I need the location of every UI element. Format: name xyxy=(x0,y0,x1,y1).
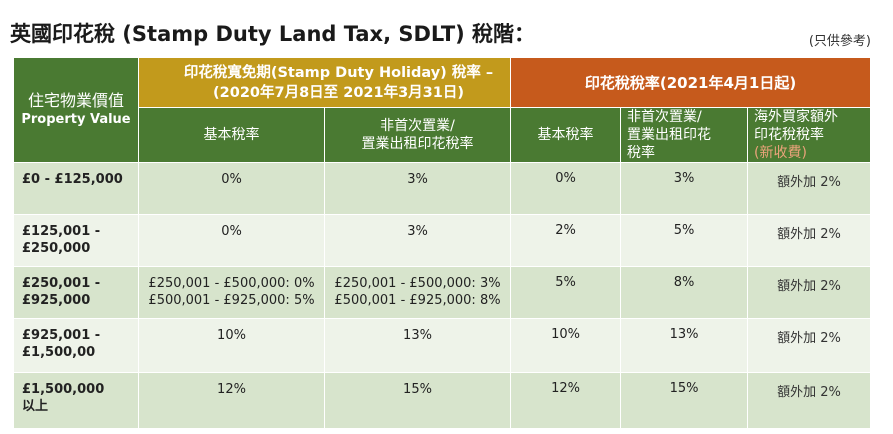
header-overseas-l1: 海外買家額外 xyxy=(754,109,839,125)
header-stamp-duty-holiday: 印花稅寬免期(Stamp Duty Holiday) 稅率 – (2020年7月… xyxy=(139,58,512,108)
header-holiday-non-first-l1: 非首次置業/ xyxy=(380,118,455,134)
cell-property-value: £925,001 - £1,500,00 xyxy=(14,319,139,373)
table-row: £125,001 - £250,000 0% 3% 2% 5% 額外加 2% xyxy=(14,215,871,267)
cell-holiday-basic-rate: 10% xyxy=(139,319,325,373)
cell-new-non-first-rate: 8% xyxy=(621,267,749,319)
cell-new-non-first-rate: 5% xyxy=(621,215,749,267)
cell-holiday-non-first-rate: 15% xyxy=(325,373,512,429)
property-value-text: £925,000 xyxy=(22,293,91,308)
cell-holiday-basic-rate: 0% xyxy=(139,215,325,267)
header-property-value-zh: 住宅物業價值 xyxy=(27,91,124,110)
cell-overseas-surcharge: 額外加 2% xyxy=(748,267,871,319)
new-non-first-rate-text: 15% xyxy=(669,381,699,396)
header-holiday-non-first-rate: 非首次置業/ 置業出租印花稅率 xyxy=(325,108,512,163)
cell-new-basic-rate: 0% xyxy=(511,163,622,215)
holiday-basic-rate-text: 0% xyxy=(221,172,242,187)
sdlt-rates-table: 住宅物業價值 Property Value 印花稅寬免期(Stamp Duty … xyxy=(14,58,871,429)
property-value-text: £250,001 - xyxy=(22,276,101,291)
new-non-first-rate-text: 3% xyxy=(673,171,695,186)
header-new-non-first-rate: 非首次置業/ 置業出租印花 稅率 xyxy=(621,108,749,163)
new-basic-rate-text: 5% xyxy=(555,275,576,290)
holiday-basic-rate-text: 0% xyxy=(221,224,242,239)
header-overseas-l2: 印花稅稅率 xyxy=(754,127,825,143)
holiday-non-first-rate-text: 3% xyxy=(407,172,428,187)
cell-property-value: £0 - £125,000 xyxy=(14,163,139,215)
table-row: £925,001 - £1,500,00 10% 13% 10% 13% 額外加 2% xyxy=(14,319,871,373)
holiday-basic-rate-text: 10% xyxy=(217,328,246,343)
header-holiday-line1: 印花稅寬免期(Stamp Duty Holiday) 稅率 – xyxy=(183,64,494,81)
holiday-non-first-rate-text: 15% xyxy=(403,382,432,397)
disclaimer-note: (只供參考) xyxy=(808,34,871,49)
cell-new-non-first-rate: 15% xyxy=(621,373,749,429)
header-property-value: 住宅物業價值 Property Value xyxy=(14,58,139,163)
cell-new-non-first-rate: 13% xyxy=(621,319,749,373)
header-new-non-first-l3: 稅率 xyxy=(627,145,656,161)
property-value-text: £250,000 xyxy=(22,241,91,256)
cell-property-value: £125,001 - £250,000 xyxy=(14,215,139,267)
overseas-surcharge-text: 額外加 2% xyxy=(777,279,841,294)
new-non-first-rate-text: 8% xyxy=(673,275,695,290)
header-new-non-first-l1: 非首次置業/ xyxy=(627,109,702,125)
cell-overseas-surcharge: 額外加 2% xyxy=(748,319,871,373)
holiday-non-first-rate-text: £250,001 - £500,000: 3% xyxy=(334,276,501,291)
header-holiday-line2: (2020年7月8日至 2021年3月31日) xyxy=(213,84,464,101)
property-value-text: 以上 xyxy=(22,399,49,414)
holiday-basic-rate-text: £250,001 - £500,000: 0% xyxy=(148,276,315,291)
new-basic-rate-text: 2% xyxy=(555,223,576,238)
cell-holiday-non-first-rate: 3% xyxy=(325,163,512,215)
cell-new-basic-rate: 12% xyxy=(511,373,622,429)
cell-holiday-non-first-rate: 13% xyxy=(325,319,512,373)
cell-new-basic-rate: 10% xyxy=(511,319,622,373)
cell-new-non-first-rate: 3% xyxy=(621,163,749,215)
page-title: 英國印花稅 (Stamp Duty Land Tax, SDLT) 稅階： xyxy=(10,22,536,46)
holiday-non-first-rate-text: £500,001 - £925,000: 8% xyxy=(334,293,501,308)
property-value-text: £1,500,000 xyxy=(22,382,105,397)
cell-holiday-basic-rate: 12% xyxy=(139,373,325,429)
property-value-text: £125,001 - xyxy=(22,224,101,239)
overseas-surcharge-text: 額外加 2% xyxy=(777,227,841,242)
header-overseas-surcharge: 海外買家額外 印花稅稅率 (新收費) xyxy=(748,108,871,163)
cell-property-value: £250,001 - £925,000 xyxy=(14,267,139,319)
table-row: £1,500,000 以上 12% 15% 12% 15% 額外加 2% xyxy=(14,373,871,429)
header-holiday-non-first-l2: 置業出租印花稅率 xyxy=(361,136,474,152)
property-value-text: £1,500,00 xyxy=(22,345,96,360)
cell-overseas-surcharge: 額外加 2% xyxy=(748,215,871,267)
new-basic-rate-text: 12% xyxy=(551,381,580,396)
overseas-surcharge-text: 額外加 2% xyxy=(777,385,841,400)
holiday-basic-rate-text: 12% xyxy=(217,382,246,397)
header-overseas-l3: (新收費) xyxy=(754,145,807,161)
property-value-text: £925,001 - xyxy=(22,328,101,343)
cell-holiday-non-first-rate: 3% xyxy=(325,215,512,267)
cell-holiday-basic-rate: £250,001 - £500,000: 0% £500,001 - £925,0… xyxy=(139,267,325,319)
holiday-non-first-rate-text: 3% xyxy=(407,224,428,239)
holiday-basic-rate-text: £500,001 - £925,000: 5% xyxy=(148,293,315,308)
cell-overseas-surcharge: 額外加 2% xyxy=(748,163,871,215)
holiday-non-first-rate-text: 13% xyxy=(403,328,432,343)
property-value-text: £0 - £125,000 xyxy=(22,172,123,187)
header-new-non-first-l2: 置業出租印花 xyxy=(627,127,712,143)
cell-holiday-basic-rate: 0% xyxy=(139,163,325,215)
new-non-first-rate-text: 5% xyxy=(673,223,695,238)
cell-new-basic-rate: 2% xyxy=(511,215,622,267)
table-body: £0 - £125,000 0% 3% 0% 3% 額外加 2% £125,001 - £25… xyxy=(14,163,871,429)
new-basic-rate-text: 10% xyxy=(551,327,580,342)
header-holiday-basic-rate: 基本稅率 xyxy=(139,108,325,163)
cell-new-basic-rate: 5% xyxy=(511,267,622,319)
table-row: £0 - £125,000 0% 3% 0% 3% 額外加 2% xyxy=(14,163,871,215)
header-new-basic-rate: 基本稅率 xyxy=(511,108,622,163)
cell-holiday-non-first-rate: £250,001 - £500,000: 3% £500,001 - £925,0… xyxy=(325,267,512,319)
overseas-surcharge-text: 額外加 2% xyxy=(777,175,841,190)
header-property-value-en: Property Value xyxy=(21,112,131,127)
table-row: £250,001 - £925,000 £250,001 - £500,000: 0… xyxy=(14,267,871,319)
header-rates-from-2021: 印花稅稅率(2021年4月1日起) xyxy=(511,58,871,108)
overseas-surcharge-text: 額外加 2% xyxy=(777,331,841,346)
new-non-first-rate-text: 13% xyxy=(669,327,699,342)
cell-property-value: £1,500,000 以上 xyxy=(14,373,139,429)
new-basic-rate-text: 0% xyxy=(555,171,576,186)
cell-overseas-surcharge: 額外加 2% xyxy=(748,373,871,429)
